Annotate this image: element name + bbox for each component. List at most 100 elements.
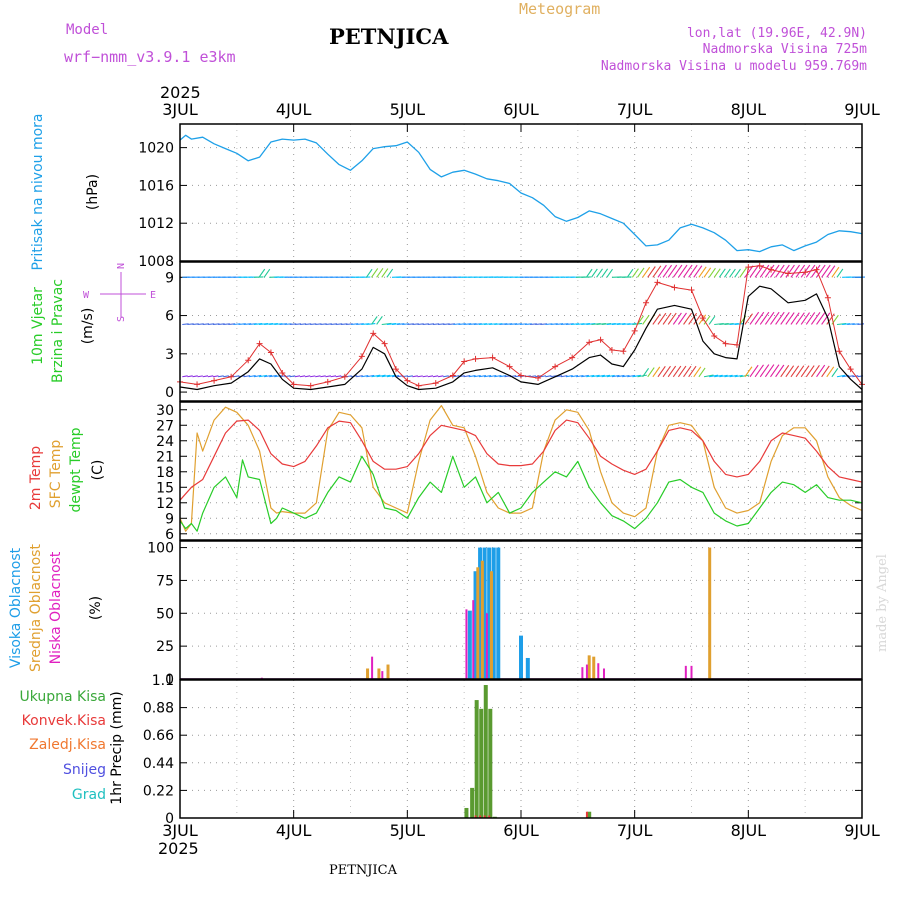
gust-marker	[506, 363, 513, 370]
wind-barb	[258, 268, 266, 278]
x-tick-label-top: 9JUL	[844, 100, 880, 119]
wind-barb	[724, 374, 733, 378]
wind-barb	[586, 374, 595, 378]
y-tick-label: 18	[156, 465, 174, 481]
wind-barb	[647, 367, 655, 378]
cloud-bar	[487, 547, 492, 679]
y-tick-label: 0	[165, 385, 174, 401]
wind-barb	[207, 375, 214, 378]
cloud-bar	[465, 609, 468, 679]
gust-marker	[415, 382, 422, 389]
wind-barb	[253, 374, 262, 378]
station-title: PETNJICA	[329, 24, 449, 49]
cloud-bar	[690, 665, 693, 679]
wind-barb	[677, 365, 687, 378]
wind-barb	[708, 315, 716, 325]
wind-barb	[187, 375, 193, 378]
wind-barb	[483, 374, 492, 378]
precip-bar	[464, 807, 469, 818]
wind-barb	[366, 323, 376, 326]
y-tick-label: 1008	[138, 254, 174, 270]
wind-barb	[642, 367, 650, 378]
cloud-bar	[525, 657, 530, 679]
x-tick-label-top: 4JUL	[276, 100, 312, 119]
wind-barb	[248, 375, 256, 378]
wind-barb	[764, 311, 775, 325]
wind-barb	[810, 365, 820, 378]
wind-barb	[729, 268, 736, 278]
wind-barb	[683, 365, 692, 378]
wind-barb	[223, 375, 229, 378]
compass-w: W	[83, 290, 90, 301]
wind-barb	[627, 374, 636, 378]
gust-marker	[404, 377, 411, 384]
y-tick-label: 0.66	[143, 728, 174, 744]
wind-barb	[821, 264, 831, 278]
cloud-bar	[684, 665, 687, 679]
gust-marker	[256, 340, 263, 347]
y-tick-label: 100	[147, 541, 174, 557]
wind-barb	[795, 264, 806, 278]
compass-s: S	[116, 316, 127, 322]
wind-barb	[657, 365, 666, 378]
wind-barb	[759, 364, 770, 378]
wind-barb	[677, 312, 687, 325]
wind-barb	[775, 311, 785, 325]
y-tick-label: 30	[156, 403, 174, 419]
year-top: 2025	[160, 83, 201, 102]
gust-marker	[688, 287, 695, 294]
gust-marker	[432, 380, 439, 387]
wind-barb	[688, 365, 697, 378]
pressure-panel: 1008 1012 1016 1020 Pritisak na nivou mora (h…	[30, 113, 863, 271]
wind-barb	[192, 375, 198, 378]
wind-barb	[361, 374, 369, 378]
x-tick-label-top: 7JUL	[617, 100, 653, 119]
wind-barb	[713, 268, 721, 278]
wind-barb	[637, 267, 645, 278]
gust-marker	[358, 353, 365, 360]
wind-barb	[606, 268, 613, 278]
y-tick-label: 0	[165, 811, 174, 827]
gust-marker	[699, 315, 706, 322]
cloud-bar	[371, 656, 374, 679]
wind-barb	[719, 374, 728, 378]
cloud-bar	[587, 655, 591, 679]
wind-barb	[335, 375, 342, 378]
wind-barb	[667, 264, 678, 278]
wind-barb	[478, 374, 487, 378]
wind-barb	[708, 267, 716, 278]
gust-marker	[381, 340, 388, 347]
wind-barb	[703, 374, 714, 378]
wind-barb	[381, 268, 389, 278]
wind-barb	[427, 375, 434, 378]
wind-barb	[499, 375, 507, 378]
gust-marker	[392, 366, 399, 373]
wind-barb	[688, 312, 698, 325]
wind-barb	[263, 268, 271, 278]
wind-barb	[693, 313, 702, 325]
gust-marker	[813, 266, 820, 273]
wind-barb	[790, 365, 800, 378]
precip-bar	[488, 815, 491, 818]
wind-barb	[759, 311, 770, 325]
wind-unit: (m/s)	[80, 308, 96, 345]
y-tick-label: 3	[165, 347, 174, 363]
panel-background	[180, 402, 862, 540]
wind-barb	[632, 374, 642, 378]
precip-unit: 1hr Precip (mm)	[109, 691, 125, 804]
wind-barb	[294, 375, 301, 378]
y-tick-label: 6	[165, 309, 174, 325]
wind-barb	[304, 375, 311, 378]
y-tick-label: 1.1	[152, 673, 174, 689]
gust-marker	[245, 357, 252, 364]
cloud-bar	[585, 664, 588, 679]
x-tick-label-top: 5JUL	[390, 100, 426, 119]
precip-conv-label: Konvek.Kisa	[22, 713, 106, 729]
wind-barb	[821, 312, 831, 325]
wind-barb	[672, 264, 683, 278]
wind-barb	[662, 312, 672, 325]
wind-barb	[637, 374, 647, 378]
y-tick-label: 9	[165, 270, 174, 286]
wind-barb	[365, 268, 373, 278]
lonlat-label: lon,lat (19.96E, 42.9N)	[687, 26, 867, 41]
